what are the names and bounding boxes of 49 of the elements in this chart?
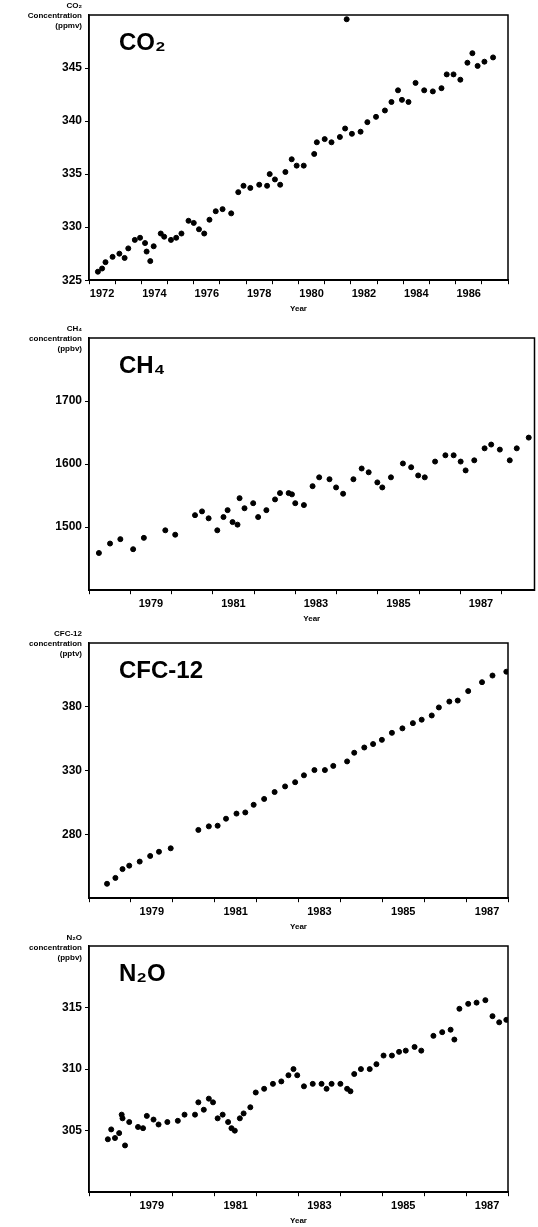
y-tick-label: 280 — [61, 826, 83, 841]
x-tick-label: 1983 — [307, 904, 332, 917]
y-tick-label: 325 — [61, 272, 83, 287]
x-tick-label: 1972 — [89, 286, 115, 299]
text: CFC-12 — [119, 655, 204, 683]
y-tick-label: 330 — [61, 219, 83, 234]
x-tick-label: 1984 — [404, 286, 430, 299]
text: CO₂ — [119, 27, 166, 55]
x-tick-label: 1986 — [456, 286, 481, 299]
x-tick-label: 1987 — [468, 596, 494, 609]
y-tick-label: 335 — [61, 166, 83, 181]
x-tick-label: 1979 — [139, 1198, 165, 1211]
y-tick-label: 330 — [61, 762, 83, 777]
x-tick-label: 1978 — [246, 286, 272, 299]
x-axis-title: Year — [290, 922, 307, 932]
text: N₂O — [119, 958, 166, 986]
y-tick-label: 315 — [61, 999, 83, 1014]
y-tick-label: 1500 — [55, 519, 83, 534]
y-tick-label: 1600 — [55, 456, 83, 471]
x-tick-label: 1982 — [351, 286, 377, 299]
x-tick-label: 1981 — [223, 1198, 248, 1211]
x-tick-label: 1979 — [138, 596, 164, 609]
y-tick-label: 345 — [61, 60, 83, 75]
y-axis-title: CH₄ concentration (ppbv) — [28, 324, 82, 354]
text: CH₄ — [119, 350, 166, 378]
x-axis-title: Year — [303, 614, 321, 624]
y-tick-label: 305 — [61, 1122, 83, 1137]
x-tick-label: 1983 — [303, 596, 329, 609]
y-tick-label: 1700 — [55, 393, 83, 408]
x-axis-title: Year — [290, 304, 307, 314]
x-tick-label: 1981 — [223, 904, 248, 917]
y-axis-title: CO₂ Concentration (ppmv) — [26, 1, 82, 31]
x-tick-label: 1985 — [391, 1198, 416, 1211]
x-tick-label: 1985 — [386, 596, 411, 609]
y-axis-title: N₂O concentration (ppbv) — [28, 933, 82, 963]
x-tick-label: 1987 — [474, 1198, 500, 1211]
x-tick-label: 1987 — [474, 904, 500, 917]
x-tick-label: 1980 — [299, 286, 324, 299]
x-tick-label: 1981 — [221, 596, 246, 609]
x-tick-label: 1983 — [307, 1198, 332, 1211]
y-tick-label: 340 — [61, 113, 83, 128]
x-tick-label: 1985 — [391, 904, 416, 917]
y-axis-title: CFC-12 concentration (pptv) — [28, 629, 82, 659]
y-tick-label: 380 — [61, 699, 83, 714]
x-tick-label: 1979 — [139, 904, 165, 917]
x-tick-label: 1976 — [194, 286, 220, 299]
x-axis-title: Year — [290, 1216, 307, 1226]
y-tick-label: 310 — [61, 1061, 83, 1076]
x-tick-label: 1974 — [142, 286, 168, 299]
